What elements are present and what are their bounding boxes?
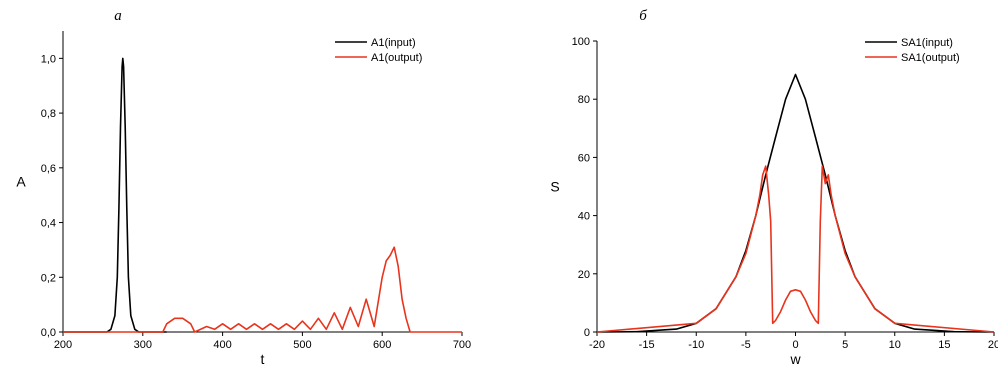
y-tick-label: 0,6 bbox=[41, 163, 56, 175]
x-tick-label: 20 bbox=[988, 339, 998, 351]
x-tick-label: 0 bbox=[792, 339, 798, 351]
legend-label-0: A1(input) bbox=[371, 37, 416, 49]
series-line-0 bbox=[63, 57, 167, 333]
x-tick-label: -10 bbox=[688, 339, 704, 351]
legend-label-1: SA1(output) bbox=[901, 52, 960, 64]
legend-label-1: A1(output) bbox=[371, 52, 422, 64]
y-tick-label: 80 bbox=[578, 94, 590, 106]
series-line-0 bbox=[596, 73, 995, 333]
x-tick-label: 5 bbox=[842, 339, 848, 351]
y-tick-label: 20 bbox=[578, 269, 590, 281]
x-tick-label: 15 bbox=[938, 339, 950, 351]
x-tick-label: 700 bbox=[453, 339, 471, 351]
series-line-1 bbox=[63, 246, 462, 333]
x-axis-label: w bbox=[789, 351, 801, 367]
y-axis-label: A bbox=[16, 174, 26, 190]
x-tick-label: 600 bbox=[373, 339, 391, 351]
x-tick-label: 300 bbox=[134, 339, 152, 351]
y-tick-label: 100 bbox=[572, 36, 590, 48]
x-tick-label: 500 bbox=[293, 339, 311, 351]
y-tick-label: 0 bbox=[584, 327, 590, 339]
y-tick-label: 0,8 bbox=[41, 108, 56, 120]
series-line-1 bbox=[596, 165, 995, 333]
y-tick-label: 60 bbox=[578, 152, 590, 164]
chart-panel-0: 200 300 400 500 600 700 0,0 0,2 0,4 0,6 0,8 1,0 t Aa A… bbox=[16, 8, 471, 367]
y-tick-label: 1,0 bbox=[41, 53, 56, 65]
y-tick-label: 40 bbox=[578, 211, 590, 223]
y-tick-label: 0,2 bbox=[41, 272, 56, 284]
chart-panel-1: -20 -15 -10 -5 0 5 10 15 20 0 20 40 60 80 100 w Sб SA1(in… bbox=[550, 8, 998, 367]
panel-label: б bbox=[639, 8, 647, 24]
x-tick-label: 400 bbox=[213, 339, 231, 351]
y-tick-label: 0,0 bbox=[41, 327, 56, 339]
legend-label-0: SA1(input) bbox=[901, 37, 953, 49]
y-tick-label: 0,4 bbox=[41, 218, 56, 230]
x-axis-label: t bbox=[261, 351, 265, 367]
panel-label: a bbox=[114, 8, 122, 24]
x-tick-label: -5 bbox=[741, 339, 751, 351]
x-tick-label: 200 bbox=[54, 339, 72, 351]
x-tick-label: -20 bbox=[589, 339, 605, 351]
x-tick-label: 10 bbox=[889, 339, 901, 351]
y-axis-label: S bbox=[550, 179, 559, 195]
x-tick-label: -15 bbox=[639, 339, 655, 351]
